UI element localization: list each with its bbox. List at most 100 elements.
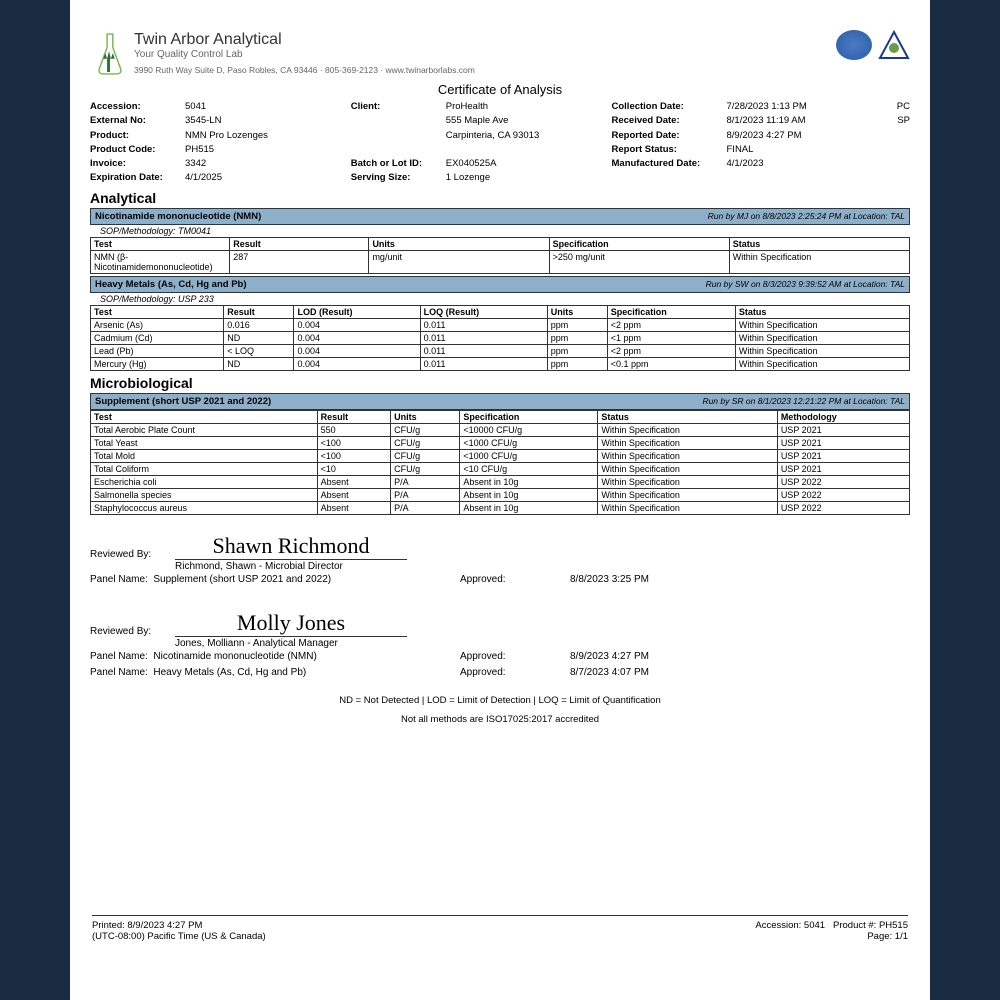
nmn-title: Nicotinamide mononucleotide (NMN): [95, 211, 261, 222]
table-header: Result: [317, 410, 390, 423]
legend-2: Not all methods are ISO17025:2017 accred…: [90, 714, 910, 725]
table-cell: USP 2022: [777, 475, 909, 488]
manufactured: 4/1/2023: [727, 157, 764, 171]
table-cell: Total Aerobic Plate Count: [91, 423, 318, 436]
approval-panel-1: Nicotinamide mononucleotide (NMN): [153, 651, 316, 662]
company-name: Twin Arbor Analytical: [134, 30, 475, 49]
nmn-sop: SOP/Methodology: TM0041: [90, 225, 910, 237]
table-cell: <100: [317, 436, 390, 449]
table-cell: Within Specification: [598, 501, 777, 514]
footer: Printed: 8/9/2023 4:27 PM (UTC-08:00) Pa…: [92, 915, 908, 942]
table-cell: 0.004: [294, 344, 420, 357]
cert-logos: [836, 30, 910, 60]
reported: 8/9/2023 4:27 PM: [727, 129, 802, 143]
table-cell: 550: [317, 423, 390, 436]
invoice: 3342: [185, 157, 206, 171]
metals-run: Run by SW on 8/3/2023 9:39:52 AM at Loca…: [706, 279, 905, 290]
table-cell: 0.011: [420, 331, 547, 344]
received: 8/1/2023 11:19 AM: [727, 114, 806, 128]
reviewed-label-1: Reviewed By:: [90, 549, 175, 560]
table-cell: CFU/g: [391, 449, 460, 462]
table-header: Units: [391, 410, 460, 423]
table-cell: Lead (Pb): [91, 344, 224, 357]
table-cell: ND: [224, 357, 294, 370]
table-row: Total Aerobic Plate Count550CFU/g<10000 …: [91, 423, 910, 436]
product: NMN Pro Lozenges: [185, 129, 268, 143]
table-row: NMN (β-Nicotinamidemononucleotide)287mg/…: [91, 250, 910, 273]
doc-title: Certificate of Analysis: [90, 82, 910, 97]
table-cell: USP 2021: [777, 449, 909, 462]
table-header: Result: [224, 305, 294, 318]
table-cell: P/A: [391, 488, 460, 501]
supp-table: TestResultUnitsSpecificationStatusMethod…: [90, 410, 910, 515]
footer-tz: (UTC-08:00) Pacific Time (US & Canada): [92, 931, 266, 942]
table-cell: <1 ppm: [607, 331, 735, 344]
table-row: Cadmium (Cd)ND0.0040.011ppm<1 ppmWithin …: [91, 331, 910, 344]
ilac-badge-icon: [836, 30, 872, 60]
table-cell: Absent in 10g: [460, 475, 598, 488]
batch: EX040525A: [446, 157, 497, 171]
serving: 1 Lozenge: [446, 171, 490, 185]
table-cell: <10 CFU/g: [460, 462, 598, 475]
table-header: Test: [91, 410, 318, 423]
external-no: 3545-LN: [185, 114, 221, 128]
status: FINAL: [727, 143, 754, 157]
table-cell: P/A: [391, 501, 460, 514]
client: ProHealth: [446, 100, 488, 114]
table-header: Specification: [549, 237, 729, 250]
signature-2: Molly Jones: [175, 610, 407, 637]
table-cell: Staphylococcus aureus: [91, 501, 318, 514]
table-row: Total Yeast<100CFU/g<1000 CFU/gWithin Sp…: [91, 436, 910, 449]
table-cell: Within Specification: [598, 488, 777, 501]
client-addr2: Carpinteria, CA 93013: [446, 129, 539, 143]
table-cell: Within Specification: [735, 318, 909, 331]
table-header: Units: [369, 237, 549, 250]
table-cell: Escherichia coli: [91, 475, 318, 488]
table-cell: NMN (β-Nicotinamidemononucleotide): [91, 250, 230, 273]
table-header: Result: [230, 237, 369, 250]
metals-panel-header: Heavy Metals (As, Cd, Hg and Pb) Run by …: [90, 276, 910, 293]
table-header: Test: [91, 305, 224, 318]
table-cell: Within Specification: [598, 436, 777, 449]
nmn-table: TestResultUnitsSpecificationStatusNMN (β…: [90, 237, 910, 274]
table-header: Methodology: [777, 410, 909, 423]
table-cell: Within Specification: [729, 250, 909, 273]
table-cell: 0.004: [294, 318, 420, 331]
info-grid: Accession:5041 External No:3545-LN Produ…: [90, 100, 910, 186]
nmn-run: Run by MJ on 8/8/2023 2:25:24 PM at Loca…: [708, 211, 905, 222]
table-cell: >250 mg/unit: [549, 250, 729, 273]
signature-1: Shawn Richmond: [175, 533, 407, 560]
table-cell: Within Specification: [598, 449, 777, 462]
legend-1: ND = Not Detected | LOD = Limit of Detec…: [90, 695, 910, 706]
table-cell: Within Specification: [598, 423, 777, 436]
table-header: Status: [729, 237, 909, 250]
signer-1: Richmond, Shawn - Microbial Director: [175, 561, 910, 572]
table-cell: 0.011: [420, 344, 547, 357]
supp-panel-header: Supplement (short USP 2021 and 2022) Run…: [90, 393, 910, 410]
table-cell: Total Coliform: [91, 462, 318, 475]
metals-table: TestResultLOD (Result)LOQ (Result)UnitsS…: [90, 305, 910, 371]
expiration: 4/1/2025: [185, 171, 222, 185]
pjla-badge-icon: [878, 30, 910, 60]
table-cell: <1000 CFU/g: [460, 436, 598, 449]
table-cell: 0.004: [294, 357, 420, 370]
approval-panel-2: Heavy Metals (As, Cd, Hg and Pb): [153, 667, 306, 678]
table-row: Lead (Pb)< LOQ0.0040.011ppm<2 ppmWithin …: [91, 344, 910, 357]
table-header: LOD (Result): [294, 305, 420, 318]
company-tagline: Your Quality Control Lab: [134, 49, 475, 61]
table-header: Status: [598, 410, 777, 423]
table-cell: Total Mold: [91, 449, 318, 462]
table-cell: <0.1 ppm: [607, 357, 735, 370]
footer-printed: Printed: 8/9/2023 4:27 PM: [92, 920, 266, 931]
table-cell: Absent: [317, 475, 390, 488]
table-cell: ppm: [547, 344, 607, 357]
table-row: Escherichia coliAbsentP/AAbsent in 10gWi…: [91, 475, 910, 488]
collection: 7/28/2023 1:13 PM: [727, 100, 807, 114]
table-cell: CFU/g: [391, 423, 460, 436]
table-cell: USP 2021: [777, 423, 909, 436]
flask-tree-icon: [90, 30, 128, 78]
table-cell: 0.016: [224, 318, 294, 331]
info-col-left: Accession:5041 External No:3545-LN Produ…: [90, 100, 339, 186]
table-header: Test: [91, 237, 230, 250]
table-cell: Within Specification: [598, 462, 777, 475]
